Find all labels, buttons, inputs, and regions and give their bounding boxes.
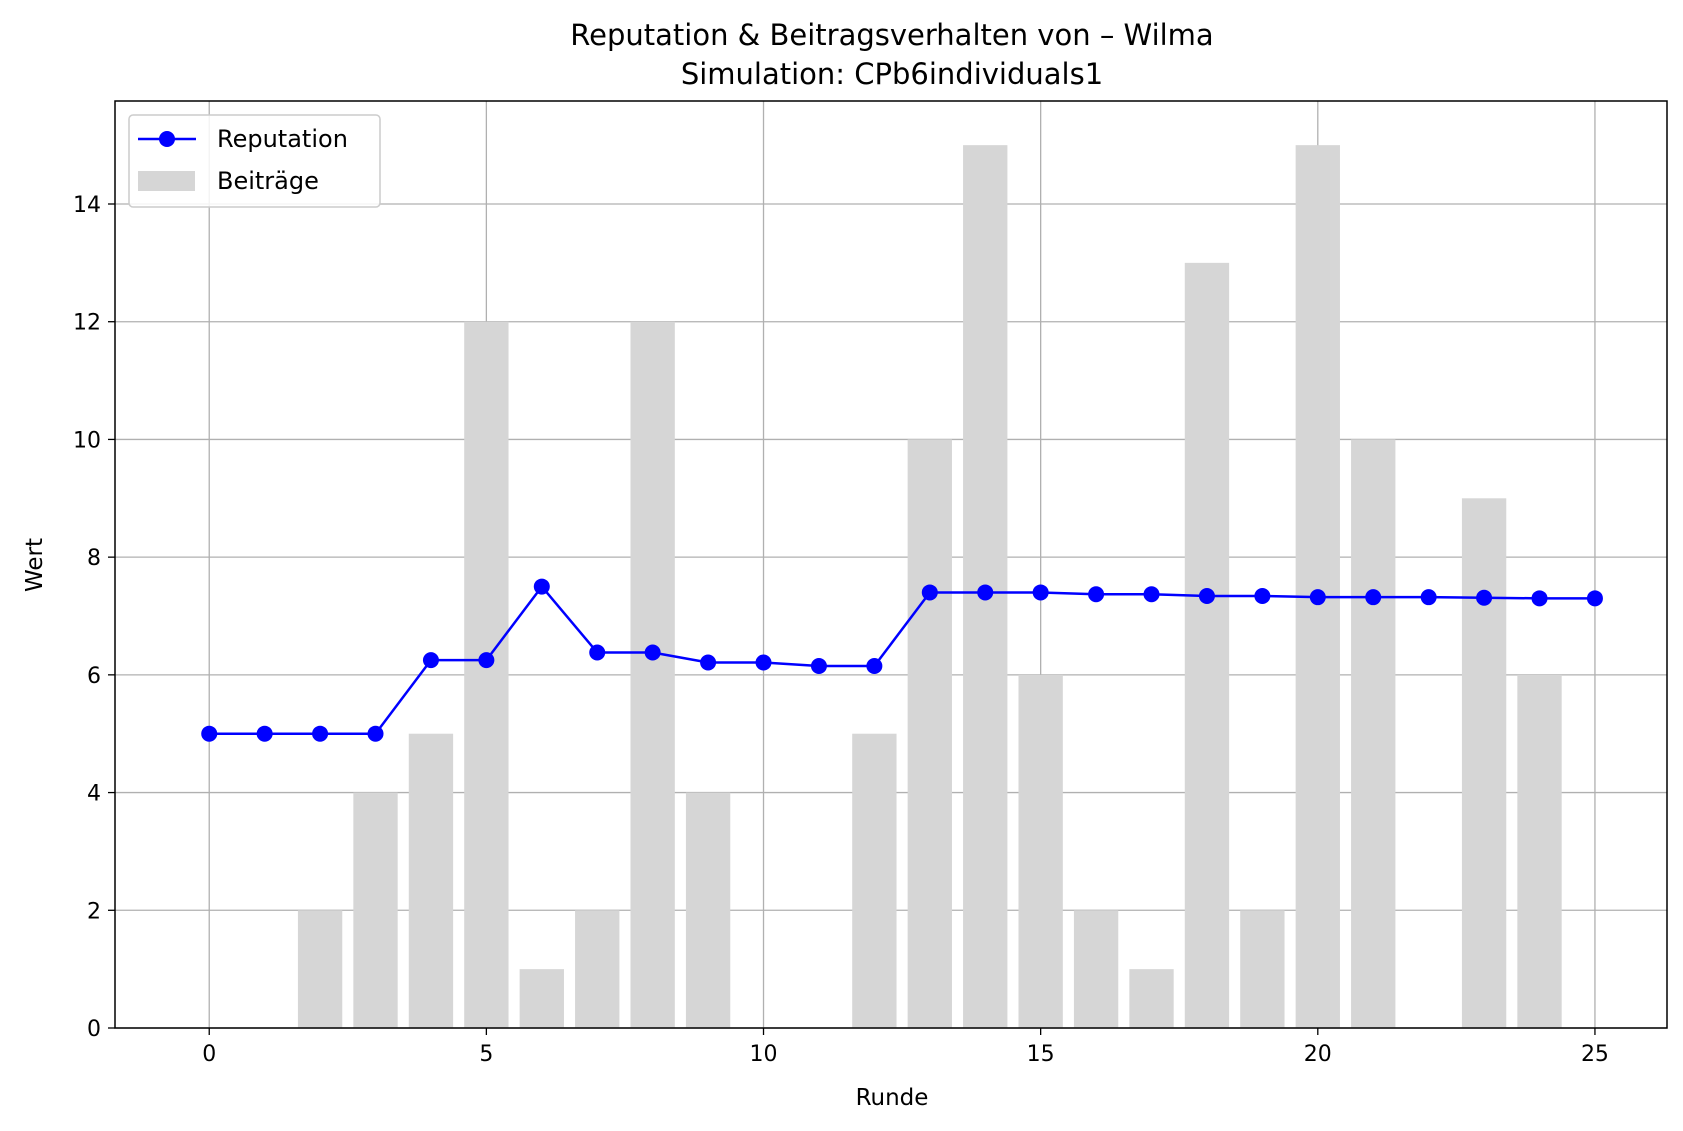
reputation-point-17	[1143, 586, 1160, 603]
reputation-point-25	[1586, 590, 1603, 607]
legend-beitraege-swatch	[138, 171, 195, 191]
reputation-point-16	[1088, 586, 1105, 603]
reputation-point-12	[866, 658, 883, 675]
bar-beitraege-13	[907, 439, 952, 1028]
legend: Reputation Beiträge	[128, 114, 381, 208]
x-tick-label-5: 5	[479, 1042, 493, 1067]
bar-beitraege-15	[1018, 674, 1063, 1028]
chart-subtitle: Simulation: CPb6individuals1	[681, 57, 1103, 91]
bar-beitraege-12	[852, 733, 897, 1028]
legend-reputation-label: Reputation	[217, 125, 348, 153]
bar-beitraege-6	[519, 969, 564, 1028]
bar-beitraege-4	[408, 733, 454, 1028]
bar-beitraege-19	[1240, 910, 1285, 1028]
reputation-point-2	[312, 725, 329, 742]
y-tick-label-8: 8	[87, 546, 101, 571]
legend-reputation-marker	[159, 131, 175, 147]
reputation-point-13	[921, 584, 938, 601]
reputation-point-19	[1254, 587, 1271, 604]
reputation-point-21	[1365, 589, 1382, 606]
reputation-point-3	[367, 725, 384, 742]
reputation-point-9	[700, 654, 717, 671]
x-tick-label-25: 25	[1581, 1042, 1609, 1067]
bar-series	[297, 145, 1562, 1029]
y-tick-label-4: 4	[87, 782, 101, 807]
y-tick-label-12: 12	[73, 311, 101, 336]
bar-beitraege-20	[1295, 145, 1340, 1029]
reputation-point-6	[533, 578, 550, 595]
y-tick-label-2: 2	[87, 899, 101, 924]
reputation-point-7	[589, 644, 606, 661]
bar-beitraege-24	[1517, 674, 1562, 1028]
x-tick-label-10: 10	[750, 1042, 778, 1067]
y-tick-label-0: 0	[87, 1017, 101, 1042]
x-axis-ticks: 0 5 10 15 20 25	[202, 1028, 1609, 1067]
reputation-point-20	[1309, 589, 1326, 606]
legend-beitraege-label: Beiträge	[217, 167, 319, 195]
reputation-point-22	[1420, 589, 1437, 606]
reputation-point-15	[1032, 584, 1049, 601]
reputation-point-24	[1531, 590, 1548, 607]
y-axis-label: Wert	[22, 538, 48, 592]
bar-beitraege-21	[1351, 439, 1396, 1028]
reputation-line	[209, 585, 1595, 735]
reputation-point-0	[201, 725, 218, 742]
plot-frame	[114, 100, 1668, 1029]
reputation-point-4	[422, 652, 439, 669]
bar-beitraege-17	[1129, 969, 1174, 1028]
bar-beitraege-23	[1461, 498, 1507, 1028]
y-tick-label-14: 14	[73, 193, 101, 218]
reputation-point-1	[256, 725, 273, 742]
reputation-point-8	[644, 644, 661, 661]
x-tick-label-20: 20	[1304, 1042, 1332, 1067]
reputation-point-10	[755, 654, 772, 671]
bar-beitraege-5	[464, 321, 509, 1028]
x-tick-label-15: 15	[1027, 1042, 1055, 1067]
bar-beitraege-7	[575, 910, 620, 1028]
bar-beitraege-16	[1073, 910, 1119, 1028]
bar-beitraege-2	[297, 910, 343, 1028]
reputation-point-18	[1198, 587, 1215, 604]
reputation-point-11	[810, 658, 827, 675]
y-tick-label-10: 10	[73, 428, 101, 453]
y-tick-label-6: 6	[87, 664, 101, 689]
bar-beitraege-18	[1184, 262, 1230, 1028]
y-axis-ticks: 0 2 4 6 8 10 12 14	[73, 193, 115, 1042]
x-tick-label-0: 0	[202, 1042, 216, 1067]
bar-beitraege-8	[630, 321, 675, 1028]
chart-title: Reputation & Beitragsverhalten von – Wil…	[570, 18, 1213, 52]
bar-beitraege-9	[685, 792, 731, 1028]
x-axis-label: Runde	[856, 1085, 929, 1111]
reputation-point-23	[1476, 589, 1493, 606]
reputation-point-14	[977, 584, 994, 601]
line-series	[201, 578, 1603, 742]
bar-beitraege-3	[353, 792, 398, 1028]
reputation-point-5	[478, 652, 495, 669]
